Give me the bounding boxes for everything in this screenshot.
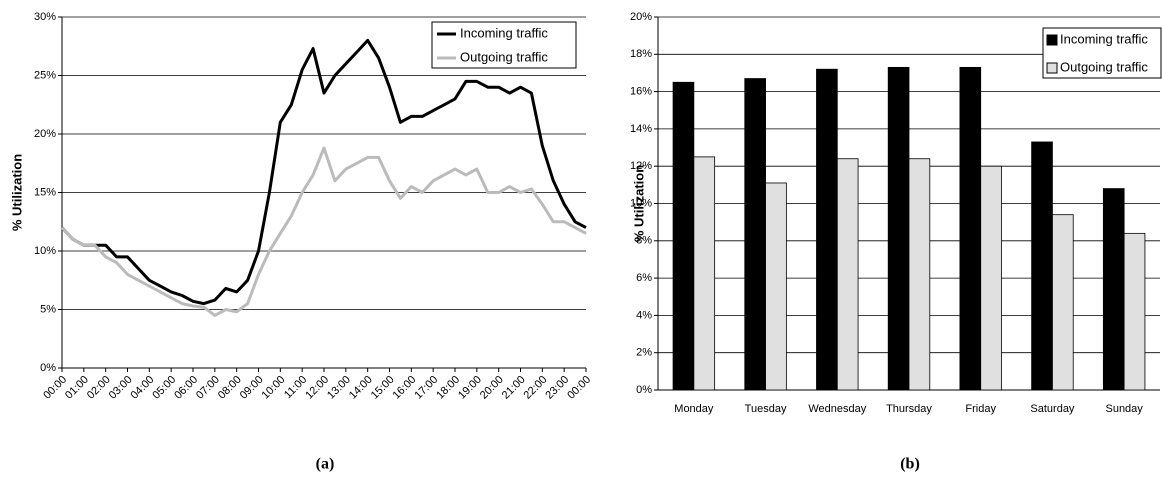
bar — [672, 81, 695, 391]
bar — [765, 182, 787, 391]
y-tick-label: 0% — [40, 362, 56, 374]
bar — [1031, 141, 1053, 391]
bar — [959, 66, 982, 391]
x-tick-label: 14:00 — [347, 374, 375, 402]
x-tick-label: Wednesday — [808, 403, 866, 415]
x-tick-label: Monday — [674, 403, 714, 415]
legend-label: Incoming traffic — [460, 25, 548, 40]
y-tick-label: 10% — [34, 245, 56, 257]
y-tick-label: 2% — [636, 347, 652, 359]
x-tick-label: 04:00 — [129, 374, 157, 402]
legend-box — [431, 21, 577, 69]
x-tick-label: 15:00 — [369, 374, 397, 402]
bar — [1102, 188, 1125, 391]
bar — [836, 158, 859, 391]
y-tick-label: 8% — [636, 235, 652, 247]
bar — [1123, 232, 1146, 391]
y-tick-label: 14% — [630, 123, 652, 135]
y-tick-label: 10% — [630, 197, 652, 209]
legend-box — [1042, 27, 1162, 79]
x-tick-label: 16:00 — [391, 374, 419, 402]
legend-label: Outgoing traffic — [460, 49, 548, 64]
line-series — [60, 146, 587, 317]
caption: (a) — [316, 456, 335, 473]
x-tick-label: 18:00 — [434, 374, 462, 402]
x-tick-label: 09:00 — [238, 374, 266, 402]
y-axis-title: % Utilization — [631, 165, 646, 242]
legend-swatch — [1046, 62, 1058, 74]
x-tick-label: 19:00 — [456, 374, 484, 402]
x-tick-label: 21:00 — [500, 374, 528, 402]
x-tick-label: Sunday — [1105, 403, 1143, 415]
y-tick-label: 20% — [630, 11, 652, 23]
x-tick-label: 00:00 — [565, 374, 593, 402]
y-tick-label: 18% — [630, 48, 652, 60]
x-tick-label: 17:00 — [412, 374, 440, 402]
x-tick-label: 06:00 — [172, 374, 200, 402]
y-tick-label: 6% — [636, 272, 652, 284]
x-tick-label: Thursday — [886, 403, 932, 415]
y-tick-label: 0% — [636, 384, 652, 396]
x-tick-label: 22:00 — [522, 374, 550, 402]
bar — [816, 68, 838, 391]
bar — [887, 66, 910, 391]
x-tick-label: 02:00 — [85, 374, 113, 402]
x-tick-label: 03:00 — [107, 374, 135, 402]
y-tick-label: 25% — [34, 69, 56, 81]
bar — [980, 165, 1002, 391]
bar — [1052, 214, 1074, 391]
bar — [693, 156, 716, 391]
bar — [908, 158, 931, 391]
x-tick-label: 12:00 — [303, 374, 331, 402]
y-tick-label: 15% — [34, 186, 56, 198]
x-tick-label: Tuesday — [745, 403, 787, 415]
bar — [744, 78, 766, 391]
y-tick-label: 30% — [34, 11, 56, 23]
legend-label: Outgoing traffic — [1060, 59, 1148, 74]
caption: (b) — [900, 456, 920, 473]
line-series — [60, 38, 587, 306]
x-tick-label: Friday — [965, 403, 996, 415]
x-tick-label: 05:00 — [150, 374, 178, 402]
x-tick-label: 00:00 — [41, 374, 69, 402]
x-tick-label: 20:00 — [478, 374, 506, 402]
y-axis-title: % Utilization — [9, 154, 24, 231]
x-tick-label: 08:00 — [216, 374, 244, 402]
y-tick-label: 12% — [630, 160, 652, 172]
y-tick-label: 4% — [636, 309, 652, 321]
x-tick-label: 07:00 — [194, 374, 222, 402]
x-tick-label: 23:00 — [543, 374, 571, 402]
x-tick-label: 10:00 — [260, 374, 288, 402]
x-tick-label: Saturday — [1030, 403, 1075, 415]
y-tick-label: 20% — [34, 128, 56, 140]
x-tick-label: 11:00 — [282, 374, 309, 401]
x-tick-label: 13:00 — [325, 374, 353, 402]
legend-label: Incoming traffic — [1060, 31, 1148, 46]
y-tick-label: 16% — [630, 86, 652, 98]
y-tick-label: 5% — [40, 303, 56, 315]
legend-swatch — [1046, 34, 1058, 46]
x-tick-label: 01:00 — [63, 374, 91, 402]
